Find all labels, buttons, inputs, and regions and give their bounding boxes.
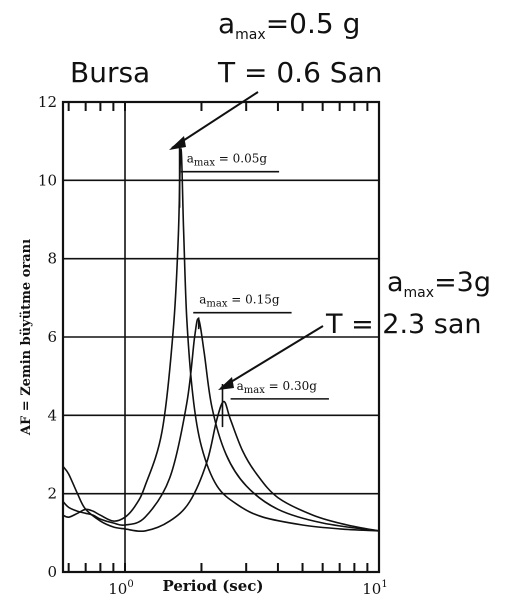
peak-markers bbox=[178, 141, 224, 428]
axis-ticks: 0 2 4 6 8 10 12 100 101 bbox=[38, 93, 388, 598]
series-line-0 bbox=[62, 148, 380, 532]
y-tick-label-2: 2 bbox=[47, 485, 57, 503]
y-tick-label-0: 0 bbox=[47, 563, 57, 581]
inline-label-2: amax = 0.30g bbox=[237, 379, 318, 396]
annotation-1-arrow bbox=[171, 91, 259, 149]
annotation-2-arrowhead bbox=[218, 377, 234, 390]
x-tick-label-0: 100 bbox=[108, 579, 133, 598]
series-line-2 bbox=[62, 400, 380, 533]
inline-labels: amax = 0.05g amax = 0.15g amax = 0.30g bbox=[180, 152, 329, 400]
x-axis-title: Period (sec) bbox=[162, 577, 263, 595]
y-tick-label-8: 8 bbox=[47, 250, 57, 268]
annotation-1-line2: T = 0.6 San bbox=[217, 56, 382, 89]
annotation-2-line2: T = 2.3 san bbox=[325, 309, 482, 340]
y-tick-label-6: 6 bbox=[47, 328, 57, 346]
annotation-2-arrow bbox=[220, 325, 324, 389]
y-tick-label-4: 4 bbox=[47, 406, 57, 424]
inline-label-0: amax = 0.05g bbox=[187, 152, 268, 169]
annotation-1-arrowhead bbox=[169, 136, 186, 150]
x-tick-label-1: 101 bbox=[362, 579, 387, 598]
y-tick-label-10: 10 bbox=[38, 171, 57, 189]
annotation-2: amax=3g T = 2.3 san bbox=[218, 267, 491, 390]
inline-label-1: amax = 0.15g bbox=[199, 293, 280, 310]
annotation-site-label: Bursa bbox=[70, 56, 150, 89]
annotation-bursa: amax=0.5 g Bursa T = 0.6 San bbox=[70, 7, 382, 150]
annotation-1-line1: amax=0.5 g bbox=[218, 7, 360, 43]
y-axis-title: AF = Zemin büyütme oranı bbox=[19, 239, 34, 436]
annotation-2-line1: amax=3g bbox=[387, 267, 491, 301]
series-curves bbox=[62, 148, 380, 533]
series-line-1 bbox=[62, 318, 380, 532]
grid-lines bbox=[63, 102, 379, 572]
y-tick-label-12: 12 bbox=[38, 93, 57, 111]
